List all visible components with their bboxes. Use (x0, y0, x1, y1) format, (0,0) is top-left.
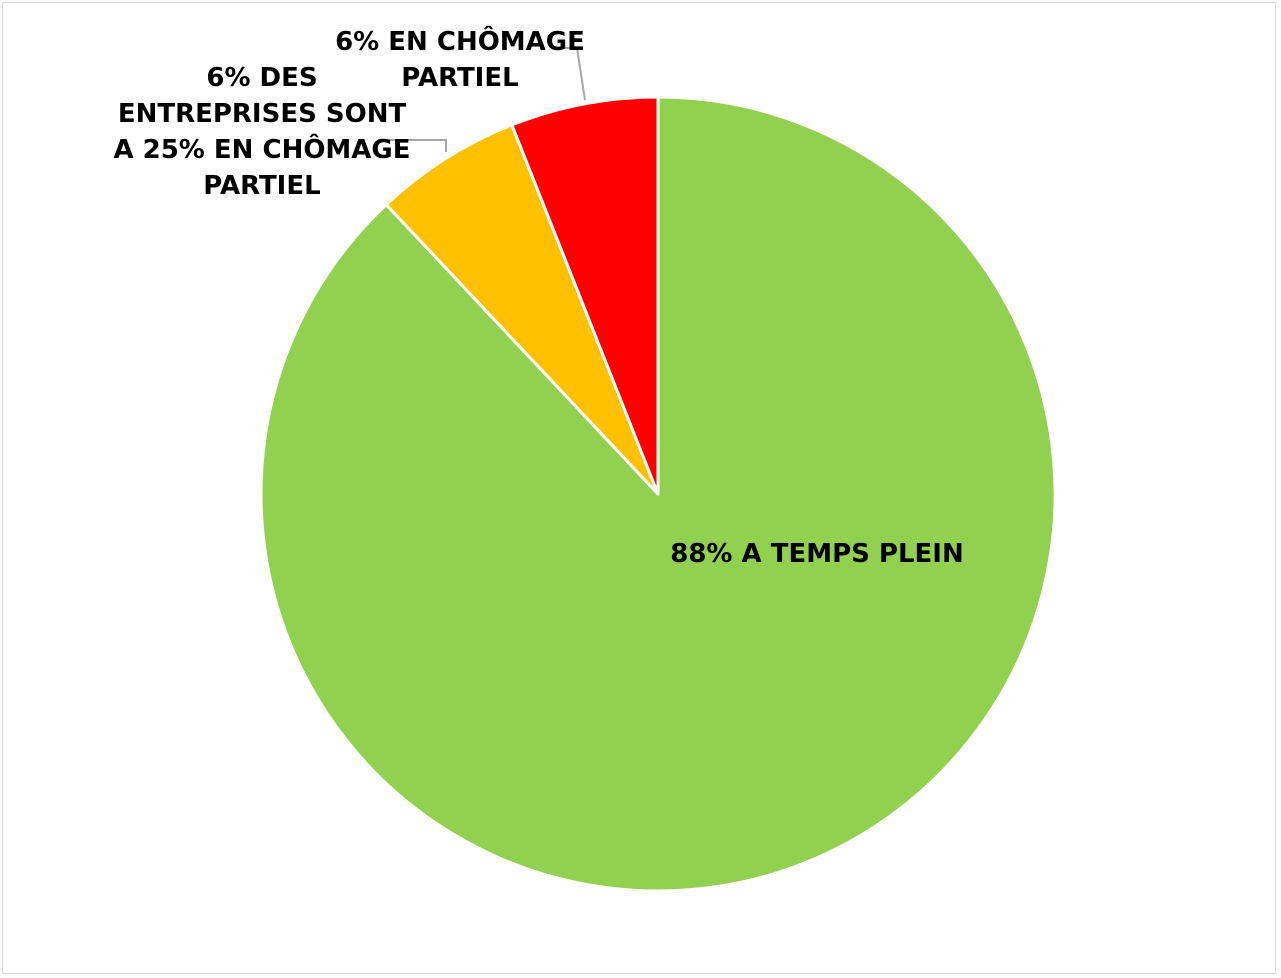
slice-label-3: 6% EN CHÔMAGE PARTIEL (335, 25, 585, 93)
slice-label-1-line-1: 88% A TEMPS PLEIN (670, 539, 963, 569)
leader-lines (378, 47, 586, 152)
slice-label-3-line-1: 6% EN CHÔMAGE (335, 25, 585, 57)
leader-line-3 (563, 47, 586, 101)
slice-label-2-line-1: 6% DES (206, 63, 317, 93)
slice-label-2: 6% DES ENTREPRISES SONT A 25% EN CHÔMAGE PA… (113, 63, 410, 201)
leader-line-2 (378, 139, 447, 152)
slice-label-2-line-4: PARTIEL (203, 171, 320, 201)
slice-label-2-line-3: A 25% EN CHÔMAGE (113, 133, 410, 165)
slice-label-3-line-2: PARTIEL (401, 63, 518, 93)
slice-labels: 88% A TEMPS PLEIN 6% DES ENTREPRISES SONT A… (113, 25, 963, 569)
slice-label-2-line-2: ENTREPRISES SONT (118, 99, 407, 129)
pie-slices (259, 95, 1057, 893)
pie-slice-2 (384, 123, 660, 496)
slice-label-1: 88% A TEMPS PLEIN (670, 539, 963, 569)
pie-slice-3 (510, 95, 660, 496)
